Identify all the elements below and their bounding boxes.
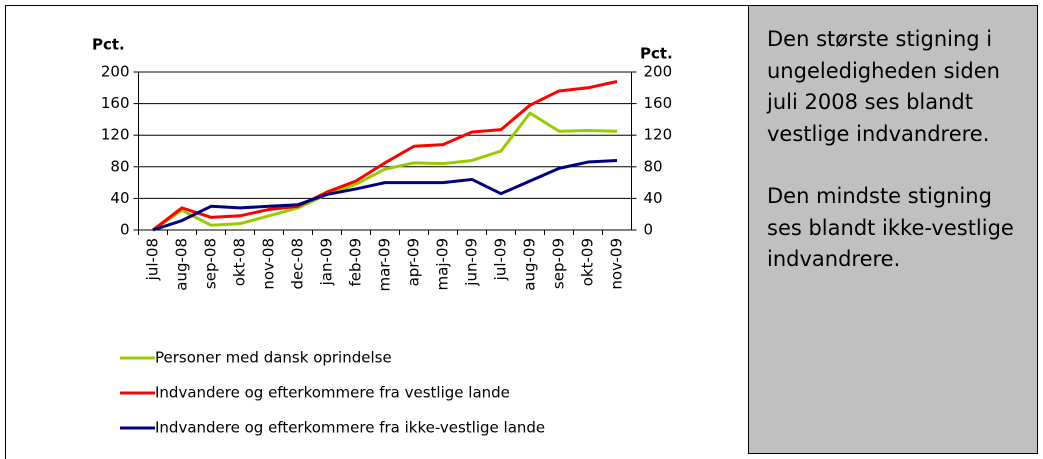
y2-tick-label: 120 <box>644 126 673 144</box>
text-panel: Den største stigning i ungeledigheden si… <box>748 5 1038 454</box>
x-tick-label: jun-09 <box>463 238 481 287</box>
x-tick-label: mar-09 <box>376 238 394 292</box>
series-line <box>152 80 618 232</box>
x-tick-label: nov-08 <box>260 238 278 290</box>
series-line <box>152 111 618 232</box>
y-axis-label: Pct. <box>92 36 125 54</box>
y-tick-label: 120 <box>101 126 130 144</box>
x-tick-label: apr-09 <box>405 238 423 286</box>
chart: Pct. Pct. 0 40 80 120 160 200 0 40 80 120 160 200 ju… <box>5 5 748 459</box>
y-tick-label: 0 <box>120 221 130 239</box>
x-tick-label: dec-08 <box>289 238 307 290</box>
legend-label: Personer med dansk oprindelse <box>155 349 392 367</box>
x-tick-label: feb-09 <box>347 238 365 287</box>
y2-axis-label: Pct. <box>640 45 673 63</box>
y2-tick-label: 0 <box>644 221 654 239</box>
x-tick-label: okt-09 <box>579 238 597 286</box>
y-tick-label: 40 <box>110 189 129 207</box>
y-tick-label: 80 <box>110 157 129 175</box>
x-tick-label: nov-09 <box>608 238 626 290</box>
y2-tick-label: 40 <box>644 189 663 207</box>
x-tick-label: jul-08 <box>144 238 162 281</box>
x-tick-label: jan-09 <box>318 238 336 286</box>
legend-label: Indvandere og efterkommere fra vestlige … <box>155 384 510 402</box>
y2-tick-label: 200 <box>644 63 673 81</box>
x-tick-label: sep-09 <box>550 238 568 289</box>
x-tick-label: sep-08 <box>202 238 220 289</box>
x-tick-label: jul-09 <box>492 238 510 281</box>
x-tick-label: aug-09 <box>521 238 539 291</box>
y2-tick-label: 80 <box>644 157 663 175</box>
legend-label: Indvandere og efterkommere fra ikke-vest… <box>155 419 545 437</box>
panel-text: Den mindste stigning ses blandt ikke-ves… <box>767 184 1014 271</box>
series-line <box>152 158 618 232</box>
panel-text: Den største stigning i ungeledigheden si… <box>767 27 1000 146</box>
x-tick-label: maj-09 <box>434 238 452 290</box>
x-tick-label: okt-08 <box>231 238 249 286</box>
y-tick-label: 200 <box>101 63 130 81</box>
chart-border <box>5 5 748 459</box>
y-tick-label: 160 <box>101 94 130 112</box>
x-tick-label: aug-08 <box>173 238 191 291</box>
y2-tick-label: 160 <box>644 94 673 112</box>
